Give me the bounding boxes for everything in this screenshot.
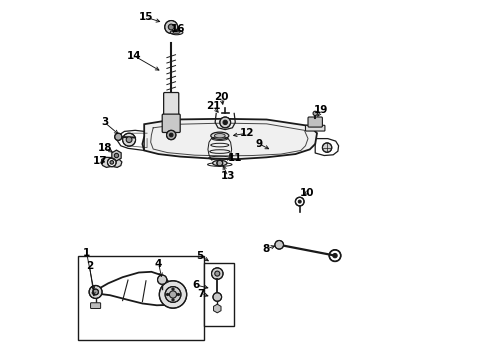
Text: 6: 6 bbox=[193, 280, 200, 290]
Polygon shape bbox=[143, 119, 317, 159]
Text: 20: 20 bbox=[214, 92, 229, 102]
Text: 19: 19 bbox=[314, 105, 328, 115]
Circle shape bbox=[298, 200, 301, 203]
Circle shape bbox=[172, 288, 174, 290]
Text: 1: 1 bbox=[83, 248, 90, 258]
Circle shape bbox=[223, 120, 227, 125]
Circle shape bbox=[157, 275, 167, 284]
Ellipse shape bbox=[171, 30, 183, 35]
Text: 11: 11 bbox=[228, 153, 242, 163]
Ellipse shape bbox=[213, 161, 227, 166]
Text: 17: 17 bbox=[93, 156, 107, 166]
Circle shape bbox=[115, 133, 122, 140]
Text: 21: 21 bbox=[206, 101, 220, 111]
Text: 2: 2 bbox=[86, 261, 93, 271]
Circle shape bbox=[333, 253, 337, 258]
Text: 5: 5 bbox=[196, 251, 204, 261]
Text: 4: 4 bbox=[155, 258, 162, 269]
Circle shape bbox=[212, 268, 223, 279]
Text: 3: 3 bbox=[101, 117, 108, 127]
FancyBboxPatch shape bbox=[308, 117, 322, 127]
Text: 15: 15 bbox=[139, 12, 153, 22]
Text: 10: 10 bbox=[300, 188, 314, 198]
Circle shape bbox=[167, 293, 169, 296]
Polygon shape bbox=[112, 150, 121, 161]
Polygon shape bbox=[101, 157, 122, 167]
Circle shape bbox=[126, 137, 132, 143]
FancyBboxPatch shape bbox=[305, 125, 325, 131]
Bar bbox=[77, 256, 204, 340]
Text: 14: 14 bbox=[127, 51, 142, 61]
Circle shape bbox=[275, 240, 284, 249]
Circle shape bbox=[167, 130, 176, 140]
Circle shape bbox=[322, 143, 332, 152]
Text: 7: 7 bbox=[197, 289, 205, 299]
Text: 8: 8 bbox=[262, 244, 270, 254]
Text: 18: 18 bbox=[98, 143, 113, 153]
Circle shape bbox=[213, 293, 221, 301]
FancyBboxPatch shape bbox=[164, 93, 179, 120]
Circle shape bbox=[89, 285, 102, 298]
Circle shape bbox=[93, 289, 98, 295]
Text: 9: 9 bbox=[256, 139, 263, 149]
Circle shape bbox=[107, 158, 116, 167]
Circle shape bbox=[220, 117, 231, 128]
Circle shape bbox=[170, 291, 176, 298]
Circle shape bbox=[172, 299, 174, 301]
Bar bbox=[204, 263, 234, 326]
Circle shape bbox=[169, 24, 174, 30]
Polygon shape bbox=[214, 304, 221, 313]
Circle shape bbox=[165, 21, 178, 33]
Text: 13: 13 bbox=[221, 171, 235, 181]
Circle shape bbox=[217, 160, 222, 166]
Circle shape bbox=[110, 161, 114, 164]
FancyBboxPatch shape bbox=[162, 114, 180, 132]
Circle shape bbox=[313, 111, 318, 116]
Ellipse shape bbox=[173, 31, 180, 33]
Circle shape bbox=[177, 293, 179, 296]
Ellipse shape bbox=[211, 132, 229, 139]
FancyBboxPatch shape bbox=[91, 303, 100, 309]
Text: 16: 16 bbox=[171, 24, 186, 34]
Circle shape bbox=[215, 271, 220, 276]
Circle shape bbox=[114, 153, 119, 158]
Ellipse shape bbox=[215, 134, 225, 138]
Text: 12: 12 bbox=[240, 128, 254, 138]
Circle shape bbox=[159, 281, 187, 308]
Circle shape bbox=[165, 287, 181, 302]
Circle shape bbox=[122, 133, 136, 146]
Circle shape bbox=[170, 133, 173, 137]
